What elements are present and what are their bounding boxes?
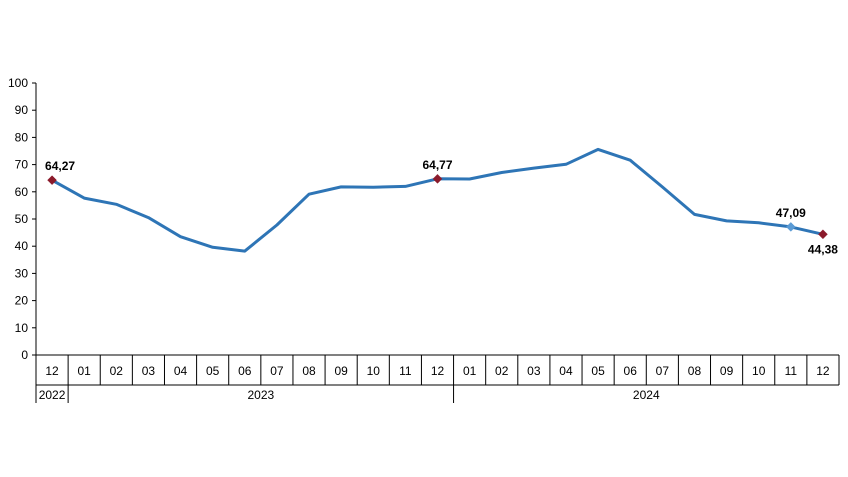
x-tick-label: 11 bbox=[785, 364, 798, 378]
year-label: 2023 bbox=[247, 388, 274, 402]
x-tick-label: 10 bbox=[752, 364, 766, 378]
x-tick-label: 03 bbox=[142, 364, 156, 378]
x-tick-label: 05 bbox=[206, 364, 220, 378]
y-tick-label: 80 bbox=[15, 130, 29, 144]
x-tick-label: 01 bbox=[463, 364, 477, 378]
x-tick-label: 04 bbox=[559, 364, 573, 378]
data-label: 44,38 bbox=[808, 242, 838, 256]
data-point-marker bbox=[432, 173, 443, 184]
data-point-marker bbox=[785, 222, 796, 232]
y-tick-label: 100 bbox=[8, 76, 28, 90]
y-tick-label: 50 bbox=[15, 212, 29, 226]
x-tick-label: 12 bbox=[45, 364, 59, 378]
x-tick-label: 11 bbox=[399, 364, 412, 378]
x-tick-label: 06 bbox=[238, 364, 252, 378]
x-tick-label: 07 bbox=[270, 364, 284, 378]
x-tick-label: 08 bbox=[688, 364, 702, 378]
x-tick-label: 08 bbox=[302, 364, 316, 378]
y-tick-label: 40 bbox=[15, 239, 29, 253]
x-tick-label: 05 bbox=[591, 364, 605, 378]
y-tick-label: 0 bbox=[21, 348, 28, 362]
x-tick-label: 02 bbox=[110, 364, 124, 378]
data-label: 47,09 bbox=[776, 206, 806, 220]
year-label: 2022 bbox=[39, 388, 66, 402]
data-label: 64,27 bbox=[45, 159, 75, 173]
data-point-marker bbox=[47, 175, 57, 186]
y-tick-label: 30 bbox=[15, 266, 29, 280]
year-label: 2024 bbox=[633, 388, 660, 402]
x-tick-label: 07 bbox=[656, 364, 670, 378]
x-tick-label: 09 bbox=[720, 364, 734, 378]
x-tick-label: 10 bbox=[367, 364, 381, 378]
x-tick-label: 12 bbox=[816, 364, 830, 378]
y-tick-label: 70 bbox=[15, 158, 29, 172]
y-tick-label: 90 bbox=[15, 103, 29, 117]
y-tick-label: 20 bbox=[15, 294, 29, 308]
x-tick-label: 01 bbox=[78, 364, 92, 378]
data-point-marker bbox=[818, 229, 828, 240]
x-tick-label: 09 bbox=[334, 364, 348, 378]
x-tick-label: 02 bbox=[495, 364, 509, 378]
y-tick-label: 10 bbox=[15, 321, 29, 335]
data-label: 64,77 bbox=[422, 158, 452, 172]
x-tick-label: 04 bbox=[174, 364, 188, 378]
y-tick-label: 60 bbox=[15, 185, 29, 199]
x-tick-label: 12 bbox=[431, 364, 445, 378]
x-tick-label: 03 bbox=[527, 364, 541, 378]
x-tick-label: 06 bbox=[624, 364, 638, 378]
